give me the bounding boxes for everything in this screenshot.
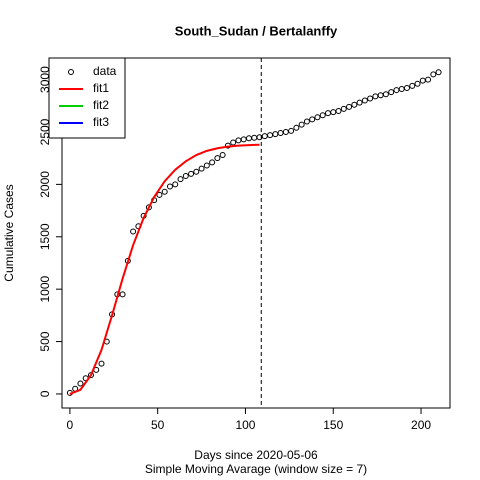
data-point xyxy=(388,89,395,96)
data-point xyxy=(367,95,374,102)
y-tick-label: 1500 xyxy=(38,223,52,250)
data-point xyxy=(177,176,184,183)
data-point xyxy=(303,118,310,125)
legend-label: data xyxy=(93,64,117,78)
fit-line xyxy=(69,143,260,395)
x-axis-label: Days since 2020-05-06 xyxy=(194,448,318,462)
data-point xyxy=(261,133,268,140)
data-point xyxy=(319,112,326,119)
data-point xyxy=(356,99,363,106)
data-point xyxy=(182,172,189,179)
data-point xyxy=(77,380,84,387)
chart-title: South_Sudan / Bertalanffy xyxy=(175,23,338,38)
x-tick-label: 100 xyxy=(235,418,255,432)
data-point xyxy=(419,77,426,84)
x-tick-label: 200 xyxy=(411,418,431,432)
data-point xyxy=(245,135,252,142)
data-point xyxy=(309,116,316,123)
data-point xyxy=(414,80,421,87)
data-point xyxy=(235,137,242,144)
data-point xyxy=(298,121,305,128)
y-tick-label: 1000 xyxy=(38,275,52,302)
data-point xyxy=(98,360,105,367)
data-point xyxy=(251,134,258,141)
data-point xyxy=(272,131,279,138)
data-point xyxy=(156,191,163,198)
data-point xyxy=(403,84,410,91)
legend-label: fit3 xyxy=(93,115,109,129)
data-point xyxy=(188,170,195,177)
plot-box xyxy=(61,57,451,409)
data-point xyxy=(340,105,347,112)
data-point xyxy=(425,76,432,83)
data-point xyxy=(219,152,226,159)
y-axis-label: Cumulative Cases xyxy=(2,184,16,281)
data-point xyxy=(267,132,274,139)
y-tick-label: 0 xyxy=(38,390,52,397)
data-point xyxy=(172,181,179,188)
data-point xyxy=(203,162,210,169)
data-point xyxy=(240,136,247,143)
data-point xyxy=(351,101,358,108)
data-point xyxy=(393,87,400,94)
data-point xyxy=(293,124,300,131)
x-tick-label: 150 xyxy=(323,418,343,432)
data-point xyxy=(209,159,216,166)
data-point xyxy=(330,109,337,116)
y-tick-label: 2000 xyxy=(38,171,52,198)
data-point xyxy=(277,130,284,137)
data-point xyxy=(398,86,405,93)
legend-symbol xyxy=(68,69,74,75)
data-point xyxy=(346,103,353,110)
legend-box xyxy=(48,57,126,139)
data-point xyxy=(282,128,289,135)
legend-label: fit2 xyxy=(93,98,109,112)
subtitle: Simple Moving Avarage (window size = 7) xyxy=(145,462,367,476)
data-point xyxy=(161,188,168,195)
data-point xyxy=(324,110,331,117)
x-tick-label: 50 xyxy=(151,418,165,432)
data-point xyxy=(335,108,342,115)
data-point xyxy=(198,165,205,172)
data-point xyxy=(166,183,173,190)
data-point xyxy=(430,71,437,78)
data-point xyxy=(382,91,389,98)
data-point xyxy=(314,114,321,121)
data-point xyxy=(193,168,200,175)
data-point xyxy=(288,127,295,134)
data-point xyxy=(130,228,137,235)
x-tick-label: 0 xyxy=(67,418,74,432)
data-point xyxy=(435,69,442,76)
data-point xyxy=(230,139,237,146)
data-point xyxy=(372,93,379,100)
data-point xyxy=(119,291,126,298)
data-point xyxy=(361,97,368,104)
y-tick-label: 500 xyxy=(38,331,52,351)
data-point xyxy=(377,92,384,99)
legend-label: fit1 xyxy=(93,81,109,95)
data-point xyxy=(409,82,416,89)
data-point xyxy=(145,204,152,211)
data-point xyxy=(214,155,221,162)
